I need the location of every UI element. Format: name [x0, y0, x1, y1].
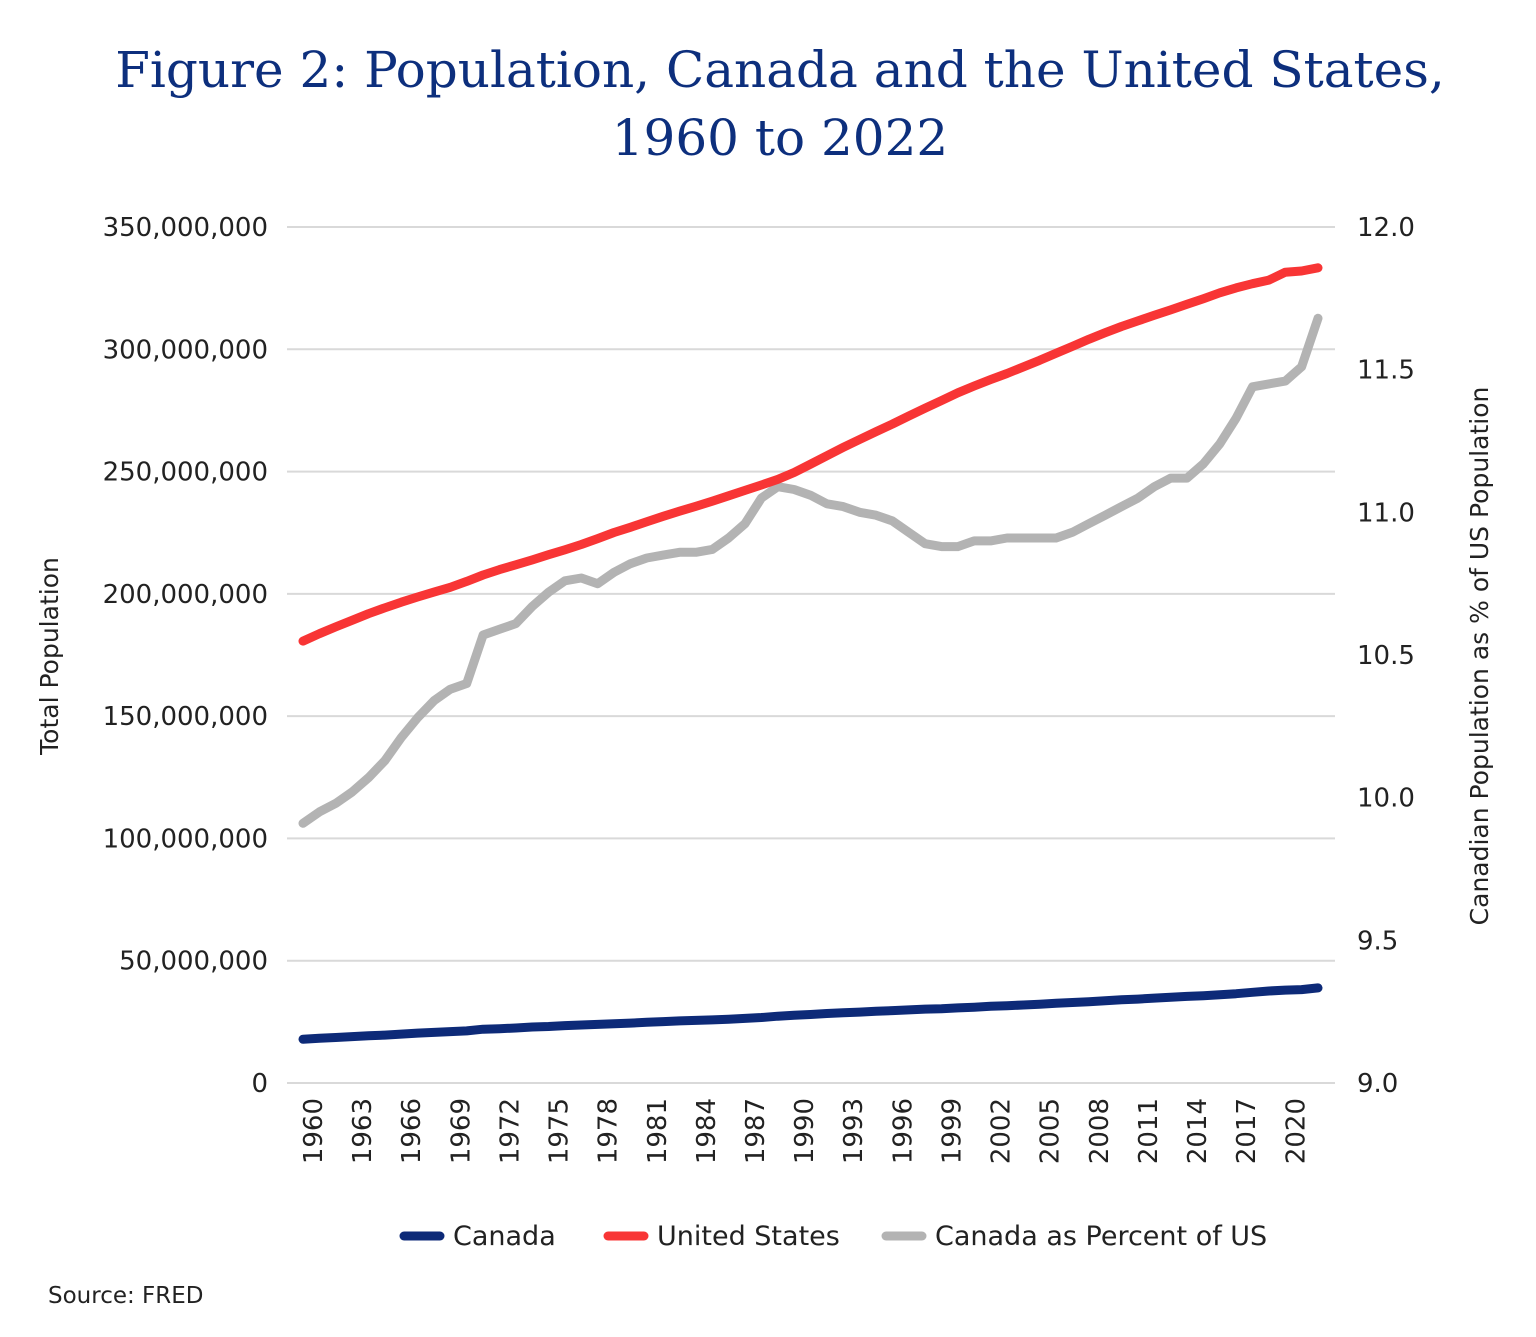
- y2-tick-label: 12.0: [1357, 213, 1415, 243]
- y2-tick-label: 9.0: [1357, 1069, 1398, 1099]
- x-tick-label: 1990: [790, 1098, 820, 1164]
- source-note: Source: FRED: [48, 1283, 204, 1309]
- x-tick-label: 1993: [839, 1098, 869, 1164]
- y-axis-label: Total Population: [35, 557, 64, 756]
- chart-title: Figure 2: Population, Canada and the Uni…: [0, 36, 1536, 172]
- series-line-canada-as-percent-of-us: [298, 313, 1323, 828]
- y2-axis-label: Canadian Population as % of US Populatio…: [1465, 387, 1494, 926]
- x-tick-label: 1999: [937, 1098, 967, 1164]
- x-tick-label: 2005: [1036, 1098, 1066, 1164]
- x-tick-label: 1963: [348, 1098, 378, 1164]
- chart-title-line-1: Figure 2: Population, Canada and the Uni…: [115, 41, 1445, 99]
- x-tick-label: 1981: [643, 1098, 673, 1164]
- x-tick-label: 2014: [1183, 1098, 1213, 1164]
- y2-tick-label: 10.5: [1357, 641, 1415, 671]
- y-tick-label: 200,000,000: [103, 580, 268, 610]
- y-tick-label: 50,000,000: [119, 947, 268, 977]
- x-tick-label: 2017: [1232, 1098, 1262, 1164]
- x-tick-label: 2008: [1085, 1098, 1115, 1164]
- x-tick-label: 1996: [888, 1098, 918, 1164]
- x-tick-label: 1984: [692, 1098, 722, 1164]
- x-tick-label: 1966: [397, 1098, 427, 1164]
- y2-tick-label: 9.5: [1357, 926, 1398, 956]
- y-tick-label: 300,000,000: [103, 335, 268, 365]
- series-line-united-states: [298, 263, 1323, 646]
- y2-tick-label: 11.5: [1357, 356, 1415, 386]
- x-tick-label: 1975: [545, 1098, 575, 1164]
- y-tick-label: 150,000,000: [103, 702, 268, 732]
- y-tick-label: 350,000,000: [103, 213, 268, 243]
- x-tick-label: 1978: [594, 1098, 624, 1164]
- x-tick-label: 2020: [1281, 1098, 1311, 1164]
- x-tick-label: 1960: [299, 1098, 329, 1164]
- legend-label: Canada: [453, 1221, 556, 1252]
- legend: Canada United States Canada as Percent of …: [399, 1221, 1267, 1252]
- y-tick-label: 0: [251, 1069, 268, 1099]
- series-line-canada: [298, 983, 1323, 1044]
- y-tick-label: 100,000,000: [103, 824, 268, 854]
- legend-label: Canada as Percent of US: [935, 1221, 1267, 1252]
- x-tick-label: 2011: [1134, 1098, 1164, 1164]
- x-tick-label: 1972: [495, 1098, 525, 1164]
- x-tick-label: 2002: [987, 1098, 1017, 1164]
- y2-tick-label: 10.0: [1357, 784, 1415, 814]
- legend-label: United States: [657, 1221, 840, 1252]
- x-tick-label: 1987: [741, 1098, 771, 1164]
- y-tick-label: 250,000,000: [103, 458, 268, 488]
- chart-title-line-2: 1960 to 2022: [611, 109, 949, 167]
- y2-tick-label: 11.0: [1357, 498, 1415, 528]
- x-tick-label: 1969: [446, 1098, 476, 1164]
